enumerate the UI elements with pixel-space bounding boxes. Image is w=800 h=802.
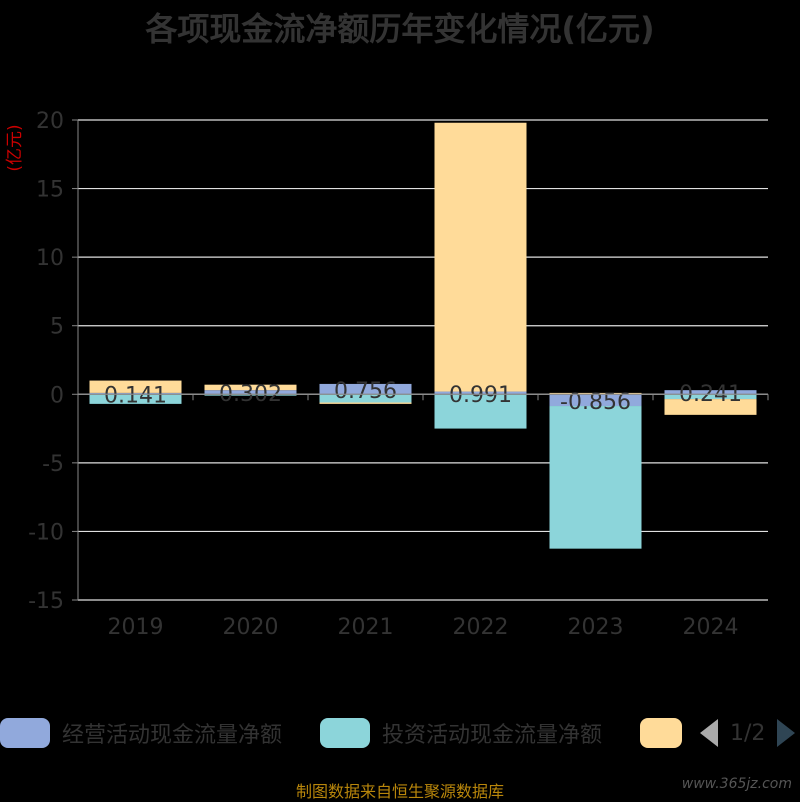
legend-label-operating: 经营活动现金流量净额 xyxy=(62,723,283,748)
data-label-2022: 0.991 xyxy=(449,383,512,408)
bar-2022-s0 xyxy=(434,391,527,395)
chart-title: 各项现金流净额历年变化情况(亿元) xyxy=(145,10,655,48)
bars xyxy=(89,122,757,549)
y-tick-label: -15 xyxy=(28,589,64,614)
x-axis: 2019 2020 2021 2022 2023 2024 xyxy=(77,393,769,640)
x-tick-label: 2023 xyxy=(568,615,624,640)
bar-2020-s1 xyxy=(204,394,297,396)
bar-2022-s2 xyxy=(434,122,527,392)
bar-2021-s1 xyxy=(319,394,412,403)
y-tick-label: -10 xyxy=(28,520,64,545)
x-tick-label: 2024 xyxy=(683,615,739,640)
legend-label-investing: 投资活动现金流量净额 xyxy=(382,723,603,748)
x-tick-label: 2019 xyxy=(108,615,164,640)
y-tick-label: 15 xyxy=(36,178,64,203)
legend-page-indicator: 1/2 xyxy=(730,720,766,746)
y-tick-label: 10 xyxy=(36,246,64,271)
bar-2024-s1 xyxy=(664,394,757,400)
bar-2019-s1 xyxy=(89,394,182,404)
legend-swatch-investing xyxy=(320,718,370,748)
watermark: www.365jz.com xyxy=(681,776,792,792)
x-tick-label: 2021 xyxy=(338,615,394,640)
bar-2024-s2 xyxy=(664,399,757,415)
bar-2020-s2 xyxy=(204,384,297,391)
data-source-note: 制图数据来自恒生聚源数据库 xyxy=(295,782,504,801)
data-label-2021: 0.756 xyxy=(334,379,397,404)
grid-lines xyxy=(78,119,768,601)
y-tick-label: 5 xyxy=(50,315,64,340)
x-tick-label: 2020 xyxy=(223,615,279,640)
bar-2021-s2 xyxy=(319,402,412,404)
legend-pager: 1/2 xyxy=(700,716,796,750)
y-tick-label: 20 xyxy=(36,109,64,134)
bar-2021-s0 xyxy=(319,383,412,395)
legend-next-icon[interactable] xyxy=(777,719,796,747)
legend-item-investing[interactable]: 投资活动现金流量净额 xyxy=(320,716,602,750)
bar-2023-s2 xyxy=(549,392,642,395)
bar-2024-s0 xyxy=(664,390,757,395)
legend-swatch-operating xyxy=(0,718,50,748)
bar-2022-s1 xyxy=(434,394,527,429)
legend-item-operating[interactable]: 经营活动现金流量净额 xyxy=(0,716,282,750)
bar-2020-s0 xyxy=(204,390,297,395)
y-axis-label: (亿元) xyxy=(5,124,25,171)
y-tick-label: 0 xyxy=(50,383,64,408)
bar-2023-s0 xyxy=(549,394,642,407)
legend-prev-icon[interactable] xyxy=(700,719,718,747)
bar-2019-s0 xyxy=(89,392,182,395)
bar-2023-s1 xyxy=(549,406,642,549)
y-axis: -15 -10 -5 0 5 10 15 20 xyxy=(28,109,79,614)
bar-2019-s2 xyxy=(89,380,182,393)
data-label-2019: 0.141 xyxy=(104,384,167,409)
legend-swatch-financing xyxy=(640,718,682,748)
y-tick-label: -5 xyxy=(42,452,64,477)
x-tick-label: 2022 xyxy=(453,615,509,640)
legend-item-financing[interactable] xyxy=(640,716,694,750)
